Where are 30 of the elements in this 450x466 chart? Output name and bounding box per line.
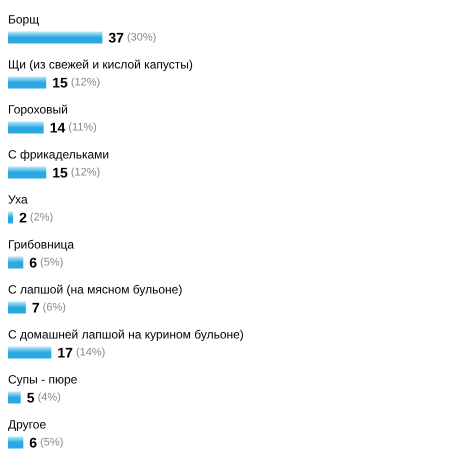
bar (8, 436, 24, 448)
data-label: 5 (4%) (26, 390, 61, 406)
y-tick-label: Другое (8, 418, 46, 432)
data-label: 14 (11%) (50, 120, 97, 136)
y-tick-label: Супы - пюре (8, 372, 78, 386)
data-label: 6 (5%) (29, 434, 64, 450)
data-label: 6 (5%) (29, 254, 64, 270)
y-tick-label: С домашней лапшой на курином бульоне) (8, 328, 244, 342)
bar (8, 76, 46, 88)
bar (8, 122, 44, 134)
bar (8, 302, 26, 314)
y-tick-label: С фрикадельками (8, 148, 110, 162)
data-label: 17 (14%) (57, 344, 106, 360)
data-label: 2 (2%) (19, 210, 54, 226)
y-tick-label: С лапшой (на мясном бульоне) (8, 282, 182, 296)
y-tick-label: Гороховый (8, 102, 68, 116)
y-tick-label: Щи (из свежей и кислой капусты) (8, 58, 193, 72)
bar (8, 32, 102, 44)
data-label: 37 (30%) (108, 30, 156, 46)
y-tick-label: Борщ (8, 12, 40, 26)
bar (8, 212, 14, 224)
data-label: 15 (12%) (52, 74, 100, 90)
bar (8, 166, 46, 178)
data-label: 7 (6%) (32, 300, 66, 316)
bar (8, 346, 52, 358)
y-tick-label: Грибовница (8, 238, 74, 252)
y-tick-label: Уха (8, 192, 28, 206)
data-label: 15 (12%) (52, 164, 100, 180)
bar (8, 392, 21, 404)
bar (8, 256, 24, 268)
